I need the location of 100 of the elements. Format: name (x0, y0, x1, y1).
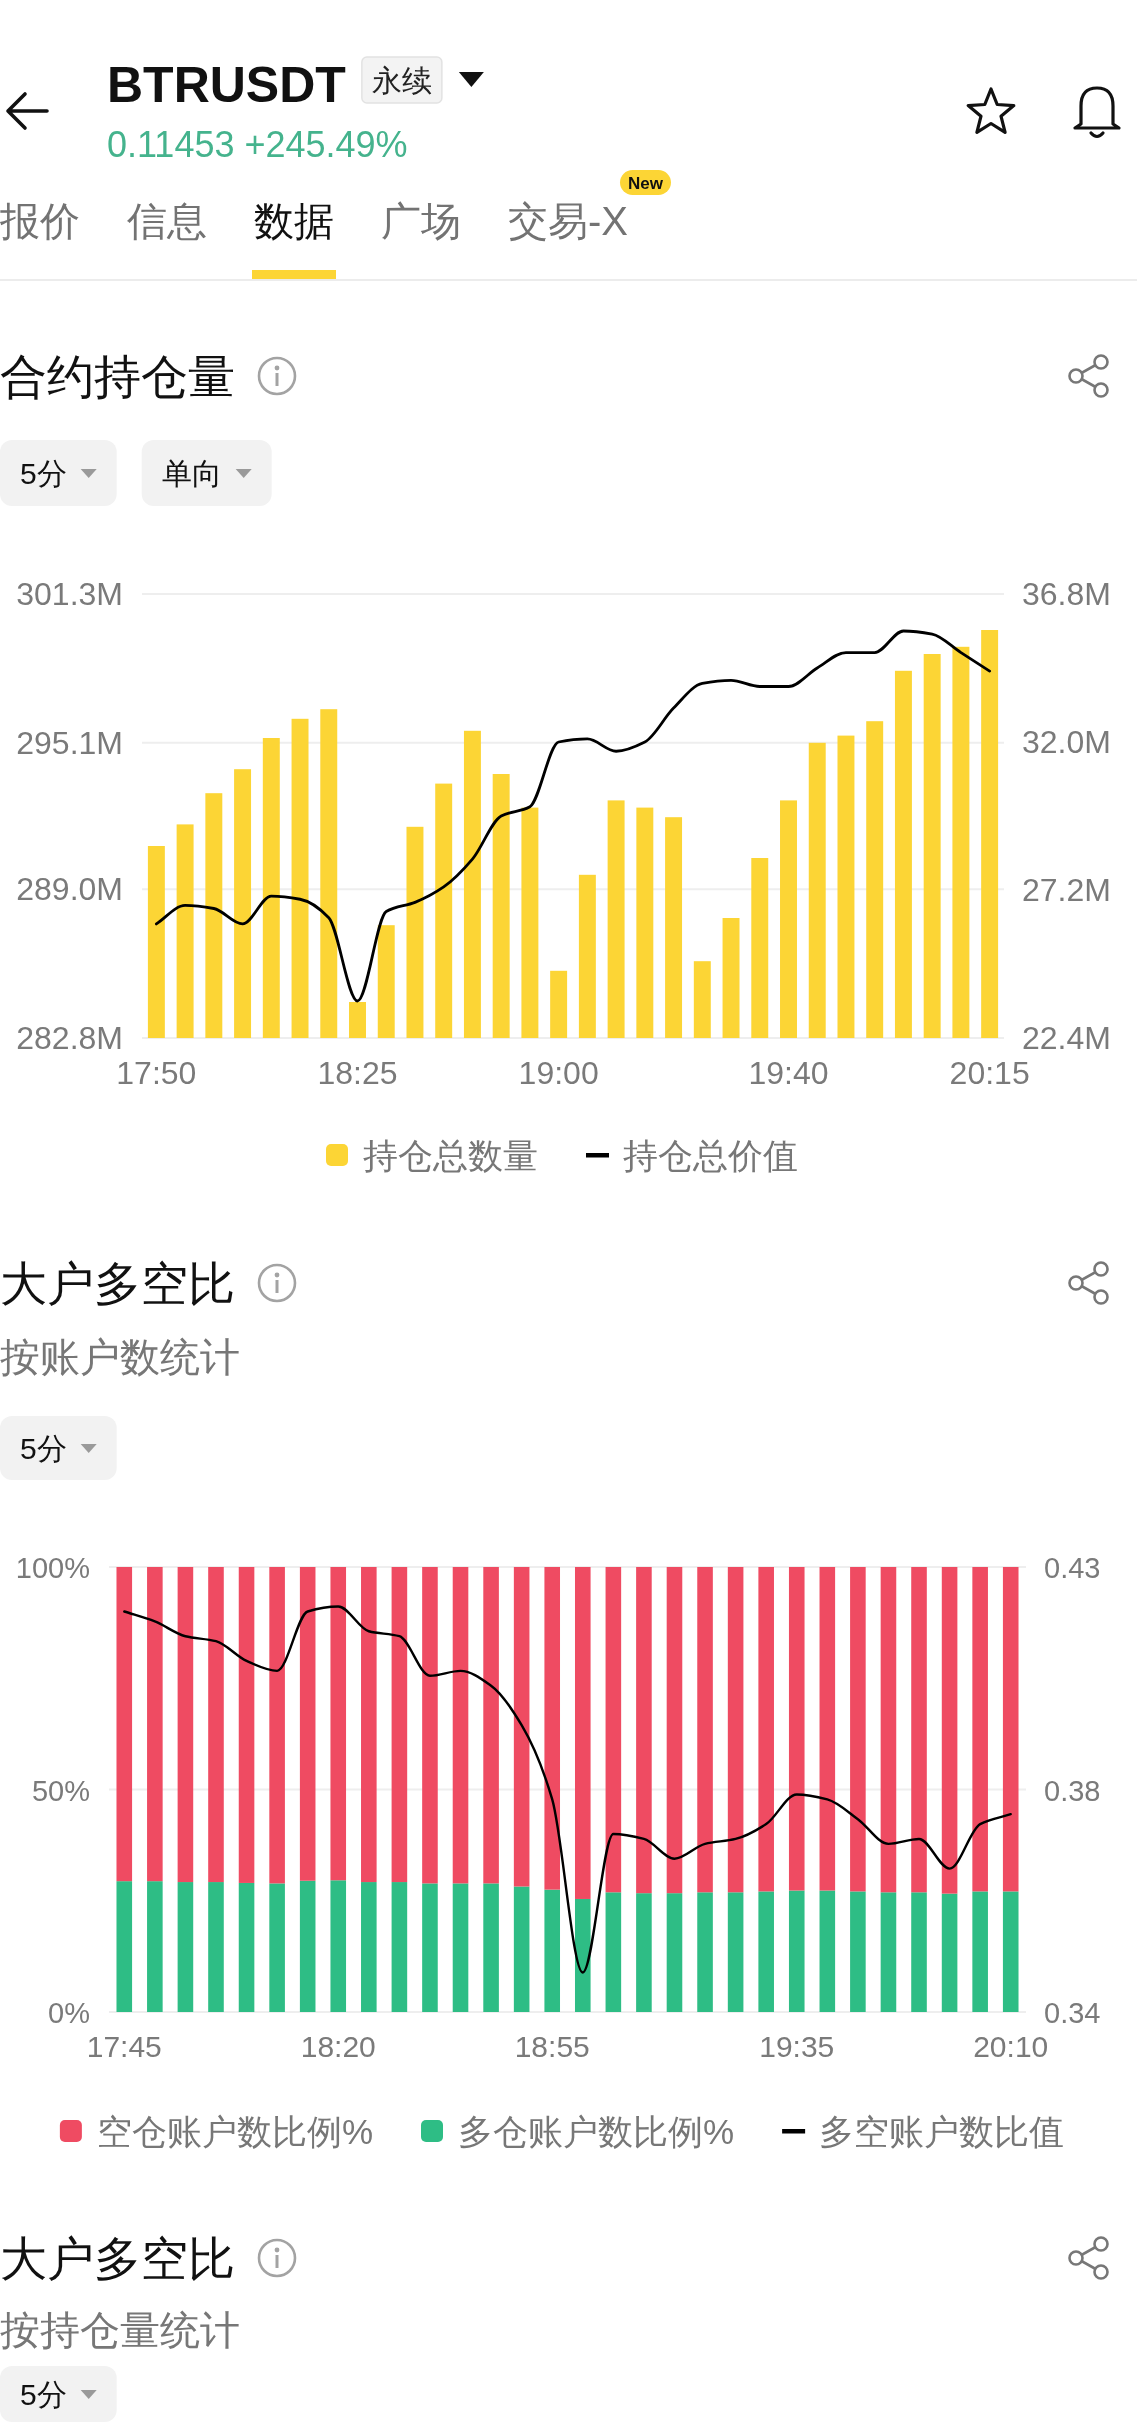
bar (238, 1882, 255, 2012)
bar (177, 1567, 194, 1883)
y-tick-label: 100% (15, 1552, 90, 1584)
bar (636, 1893, 652, 2013)
bar (697, 1567, 713, 1893)
bar (727, 1892, 744, 2013)
legend-label: 空仓账户数比例% (96, 2112, 373, 2151)
bar (941, 1893, 958, 2012)
bar (666, 1567, 683, 1894)
text: 按持仓量统计 (0, 2308, 240, 2352)
bar (208, 1882, 224, 2012)
text: 信息 (127, 199, 207, 243)
text: 5分 (20, 1432, 67, 1465)
bar (911, 1892, 927, 2013)
legend-label: 持仓总数量 (363, 1136, 538, 1175)
y-tick-label: 301.3M (16, 576, 123, 612)
bar (422, 1883, 438, 2013)
text: 广场 (381, 199, 461, 243)
bar (941, 1567, 958, 1894)
y2-tick-label: 27.2M (1022, 872, 1111, 908)
y-tick-label: 289.0M (16, 871, 123, 908)
chart-title: 合约持仓量 (0, 350, 235, 403)
bar (544, 1889, 561, 2012)
bar (330, 1567, 347, 1881)
text: New (628, 174, 664, 193)
bar (1002, 1891, 1019, 2013)
bar (1002, 1567, 1019, 1892)
line-series (123, 1605, 1012, 1974)
y2-tick-label: 32.0M (1022, 724, 1111, 760)
text: 大户多空比 (0, 2232, 235, 2285)
text: 永续 (371, 64, 432, 97)
bar (147, 1567, 163, 1882)
bar (666, 1893, 683, 2013)
x-tick-label: 17:50 (116, 1055, 197, 1091)
y2-tick-label: 0.38 (1044, 1774, 1101, 1807)
text: 报价 (0, 199, 80, 243)
x-tick-label: 20:10 (973, 2030, 1049, 2063)
bar (238, 1567, 255, 1883)
bar (636, 1567, 652, 1894)
chart-subtitle: 按账户数统计 (0, 1335, 240, 1379)
y-tick-label: 50% (31, 1774, 90, 1807)
bar (147, 1881, 163, 2012)
x-tick-label: 20:15 (949, 1055, 1030, 1091)
bar (819, 1890, 836, 2013)
text: 5分 (20, 2378, 67, 2411)
bar (605, 1567, 622, 1893)
bar (697, 1892, 713, 2013)
bar (880, 1892, 897, 2013)
bar (758, 1567, 774, 1892)
bar (177, 1882, 194, 2012)
bar (880, 1567, 897, 1893)
bar (208, 1567, 224, 1883)
legend-label: 多仓账户数比例% (458, 2112, 735, 2151)
bar (116, 1567, 133, 1882)
y2-tick-label: 0.34 (1044, 1997, 1101, 2029)
bar (513, 1567, 530, 1887)
legend-label: 多空账户数比值 (819, 2112, 1065, 2151)
y-tick-label: 0% (48, 1997, 90, 2029)
bar (850, 1891, 866, 2013)
bar (299, 1880, 316, 2012)
bar (391, 1882, 408, 2012)
bar (116, 1881, 133, 2012)
bar (972, 1891, 988, 2013)
text: 数据 (254, 199, 334, 243)
x-tick-label: 18:20 (300, 2030, 376, 2063)
line-series (154, 629, 992, 1003)
bar (361, 1882, 377, 2012)
bar (574, 1898, 591, 2012)
x-tick-label: 19:00 (518, 1055, 599, 1091)
bar (850, 1567, 866, 1892)
bar (574, 1567, 591, 1899)
text: 5分 (20, 457, 67, 490)
bar (788, 1890, 805, 2013)
legend-label: 持仓总价值 (623, 1136, 798, 1175)
chart-title: 大户多空比 (0, 1257, 235, 1310)
x-tick-label: 19:40 (748, 1055, 829, 1091)
bar (269, 1883, 285, 2013)
bar (788, 1567, 805, 1891)
bar (452, 1567, 469, 1884)
bar (361, 1567, 377, 1883)
text: 交易-X (508, 199, 628, 243)
bar (911, 1567, 927, 1893)
x-tick-label: 17:45 (86, 2030, 162, 2063)
bar (819, 1567, 836, 1891)
bar (269, 1567, 285, 1884)
bar (483, 1567, 499, 1884)
text: 单向 (161, 457, 222, 490)
y-tick-label: 282.8M (16, 1020, 123, 1056)
bar (330, 1880, 347, 2012)
bar (972, 1567, 988, 1892)
x-tick-label: 18:25 (317, 1055, 398, 1091)
bar (299, 1567, 316, 1881)
y2-tick-label: 22.4M (1022, 1020, 1111, 1056)
text: BTRUSDT (107, 57, 346, 113)
y2-tick-label: 0.43 (1044, 1552, 1101, 1584)
y-tick-label: 295.1M (16, 724, 123, 761)
bar (513, 1886, 530, 2012)
bar (544, 1567, 561, 1890)
bar (483, 1883, 499, 2013)
bar (391, 1567, 408, 1883)
